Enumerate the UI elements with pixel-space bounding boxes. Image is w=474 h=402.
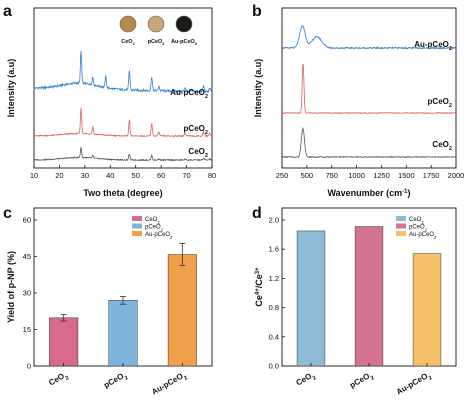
pc-category-label: pCeO2 <box>102 370 129 393</box>
panel-b-xtick-label: 750 <box>325 171 338 180</box>
panel-a: Au-pCeO2 pCeO2 CeO2 10 20 30 40 50 60 70 80 CeO2 p… <box>6 7 216 198</box>
pd-ytick-label: 1.2 <box>269 274 279 283</box>
pd-legend-label: Au-pCeO2 <box>409 232 437 240</box>
panel-b-series-label: pCeO2 <box>428 97 452 109</box>
panel-b-xtick-label: 1750 <box>423 171 440 180</box>
panel-a-xtick-label: 70 <box>182 171 190 180</box>
pd-bar <box>412 253 442 367</box>
panel-b-xtick-label: 2000 <box>448 171 465 180</box>
panel-b-xtick-label: 1500 <box>398 171 415 180</box>
pd-category-label: pCeO2 <box>348 370 375 393</box>
panel-a-xtick-label: 20 <box>55 171 63 180</box>
panel-b-xtick-label: 250 <box>276 171 289 180</box>
pd-ytick-label: 0.8 <box>269 303 279 312</box>
panel-b-xlabel: Wavenumber (cm-1) <box>327 188 410 198</box>
panel-b-frame <box>281 7 457 169</box>
panel-a-series-label: CeO2 <box>188 147 208 159</box>
pc-ytick-label: 30 <box>23 289 31 298</box>
sample-vial-label: pCeO2 <box>148 39 165 46</box>
panel-a-series-CeO2 <box>33 146 213 162</box>
pc-category-label: Au-pCeO2 <box>150 370 189 399</box>
panel-d: CeO2 pCeO2 Au-pCeO2 0.00.40.81.21.62.0 CeO… <box>254 207 457 399</box>
panel-b-series-label: Au-pCeO2 <box>414 40 452 52</box>
panel-letter-c: c <box>3 205 12 222</box>
pd-ytick-label: 2.0 <box>269 216 279 225</box>
pc-legend-label: pCeO2 <box>145 225 164 233</box>
pc-category-label: CeO2 <box>47 370 70 390</box>
panel-b-xtick-label: 1000 <box>348 171 365 180</box>
panel-a-inset: CeO2 pCeO2 Au-pCeO2 <box>119 15 197 46</box>
panel-a-series-label: pCeO2 <box>184 124 208 136</box>
panel-a-series-label: Au-pCeO2 <box>170 88 208 100</box>
panel-d-ylabel: Ce4+/Ce3+ <box>254 267 264 307</box>
panel-letter-a: a <box>3 3 12 20</box>
pc-legend-swatch <box>132 216 142 221</box>
panel-a-xlabel: Two theta (degree) <box>83 188 162 198</box>
pd-legend-swatch <box>396 216 406 221</box>
pd-legend-swatch <box>396 231 406 236</box>
sample-vial-label: Au-pCeO2 <box>171 39 197 46</box>
pc-bar <box>108 300 138 367</box>
panel-a-xtick-label: 30 <box>81 171 89 180</box>
pc-legend-swatch <box>132 231 142 236</box>
pd-category-label: CeO2 <box>295 370 318 390</box>
panel-b-series-label: CeO2 <box>432 140 452 152</box>
sample-vial <box>147 15 165 33</box>
panel-letter-d: d <box>252 205 262 222</box>
panel-a-series-Au-pCeO2 <box>33 50 213 94</box>
pd-legend-label: pCeO2 <box>409 225 428 233</box>
pc-legend-swatch <box>132 223 142 229</box>
panel-letter-b: b <box>252 3 262 20</box>
pc-bar <box>49 317 79 367</box>
panel-b-xtick-label: 500 <box>301 171 314 180</box>
pd-ytick-label: 0.4 <box>269 332 279 341</box>
pd-bar <box>296 230 326 367</box>
panel-b-series-Au-pCeO2 <box>281 24 457 50</box>
pc-ytick-label: 15 <box>23 325 31 334</box>
pc-bar <box>167 254 197 367</box>
pd-legend-swatch <box>396 223 406 229</box>
sample-vial <box>175 15 193 33</box>
pd-ytick-label: 1.6 <box>269 245 279 254</box>
pc-ytick-label: 45 <box>23 252 31 261</box>
pc-legend-label: CeO2 <box>145 217 160 225</box>
panel-b-ylabel: Intensity (a.u) <box>253 59 263 118</box>
panel-b-xtick-label: 1250 <box>373 171 390 180</box>
panel-a-xtick-label: 10 <box>30 171 38 180</box>
panel-a-xtick-label: 60 <box>157 171 165 180</box>
panel-a-series-pCeO2 <box>34 107 213 138</box>
pd-ytick-label: 0.0 <box>269 362 279 371</box>
pd-bar <box>354 226 384 367</box>
pd-legend-label: CeO2 <box>409 217 424 225</box>
sample-vial-label: CeO2 <box>121 39 134 46</box>
pc-legend-label: Au-pCeO2 <box>145 232 173 240</box>
panel-a-xtick-label: 80 <box>208 171 216 180</box>
panel-b-series-pCeO2 <box>281 63 457 115</box>
panel-a-xtick-label: 40 <box>106 171 114 180</box>
pc-ytick-label: 0 <box>27 362 31 371</box>
panel-a-ylabel: Intensity (a.u) <box>6 59 16 118</box>
panel-b: Au-pCeO2 pCeO2 CeO2 250 500 750 1000 1250 1500 1… <box>253 7 465 198</box>
pc-ytick-label: 60 <box>23 216 31 225</box>
panel-b-series-CeO2 <box>282 127 457 159</box>
pd-category-label: Au-pCeO2 <box>395 370 434 399</box>
sample-vial <box>119 15 137 33</box>
panel-c-ylabel: Yield of p-NP (%) <box>6 251 16 323</box>
panel-a-xtick-label: 50 <box>132 171 140 180</box>
